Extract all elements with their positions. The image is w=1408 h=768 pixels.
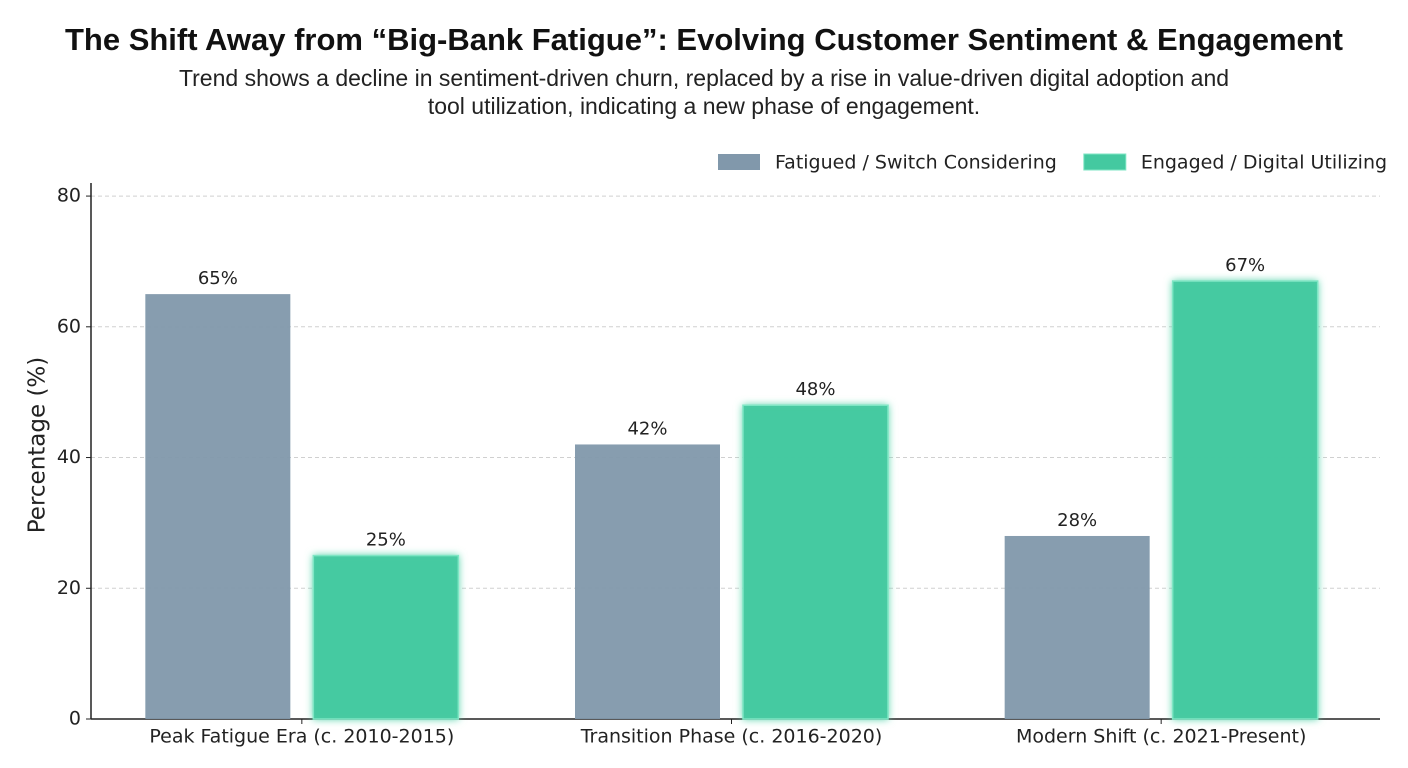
y-tick-label: 40 [57, 446, 81, 468]
legend-label: Engaged / Digital Utilizing [1141, 152, 1387, 174]
value-label: 25% [366, 530, 406, 551]
bar [1004, 535, 1150, 719]
value-label: 67% [1225, 255, 1265, 276]
y-tick-label: 80 [57, 185, 81, 207]
x-tick-label: Modern Shift (c. 2021-Present) [1016, 726, 1306, 748]
bar [1171, 280, 1319, 720]
x-tick-label: Transition Phase (c. 2016-2020) [580, 726, 883, 748]
x-tick-label: Peak Fatigue Era (c. 2010-2015) [149, 726, 454, 748]
legend-swatch [1083, 153, 1127, 171]
legend-label: Fatigued / Switch Considering [775, 152, 1057, 174]
value-label: 28% [1057, 510, 1097, 531]
y-tick-label: 20 [57, 577, 81, 599]
bar [312, 554, 460, 720]
legend-swatch [718, 154, 760, 170]
chart-subtitle: Trend shows a decline in sentiment-drive… [178, 65, 1230, 119]
bar [742, 404, 889, 720]
bar [145, 294, 291, 719]
bar [575, 444, 720, 719]
y-axis-label: Percentage (%) [25, 357, 51, 534]
value-label: 65% [198, 268, 238, 289]
value-label: 48% [795, 379, 835, 400]
y-tick-label: 0 [69, 708, 81, 730]
chart-title: The Shift Away from “Big-Bank Fatigue”: … [64, 22, 1344, 57]
y-tick-label: 60 [57, 315, 81, 337]
value-label: 42% [627, 418, 667, 439]
